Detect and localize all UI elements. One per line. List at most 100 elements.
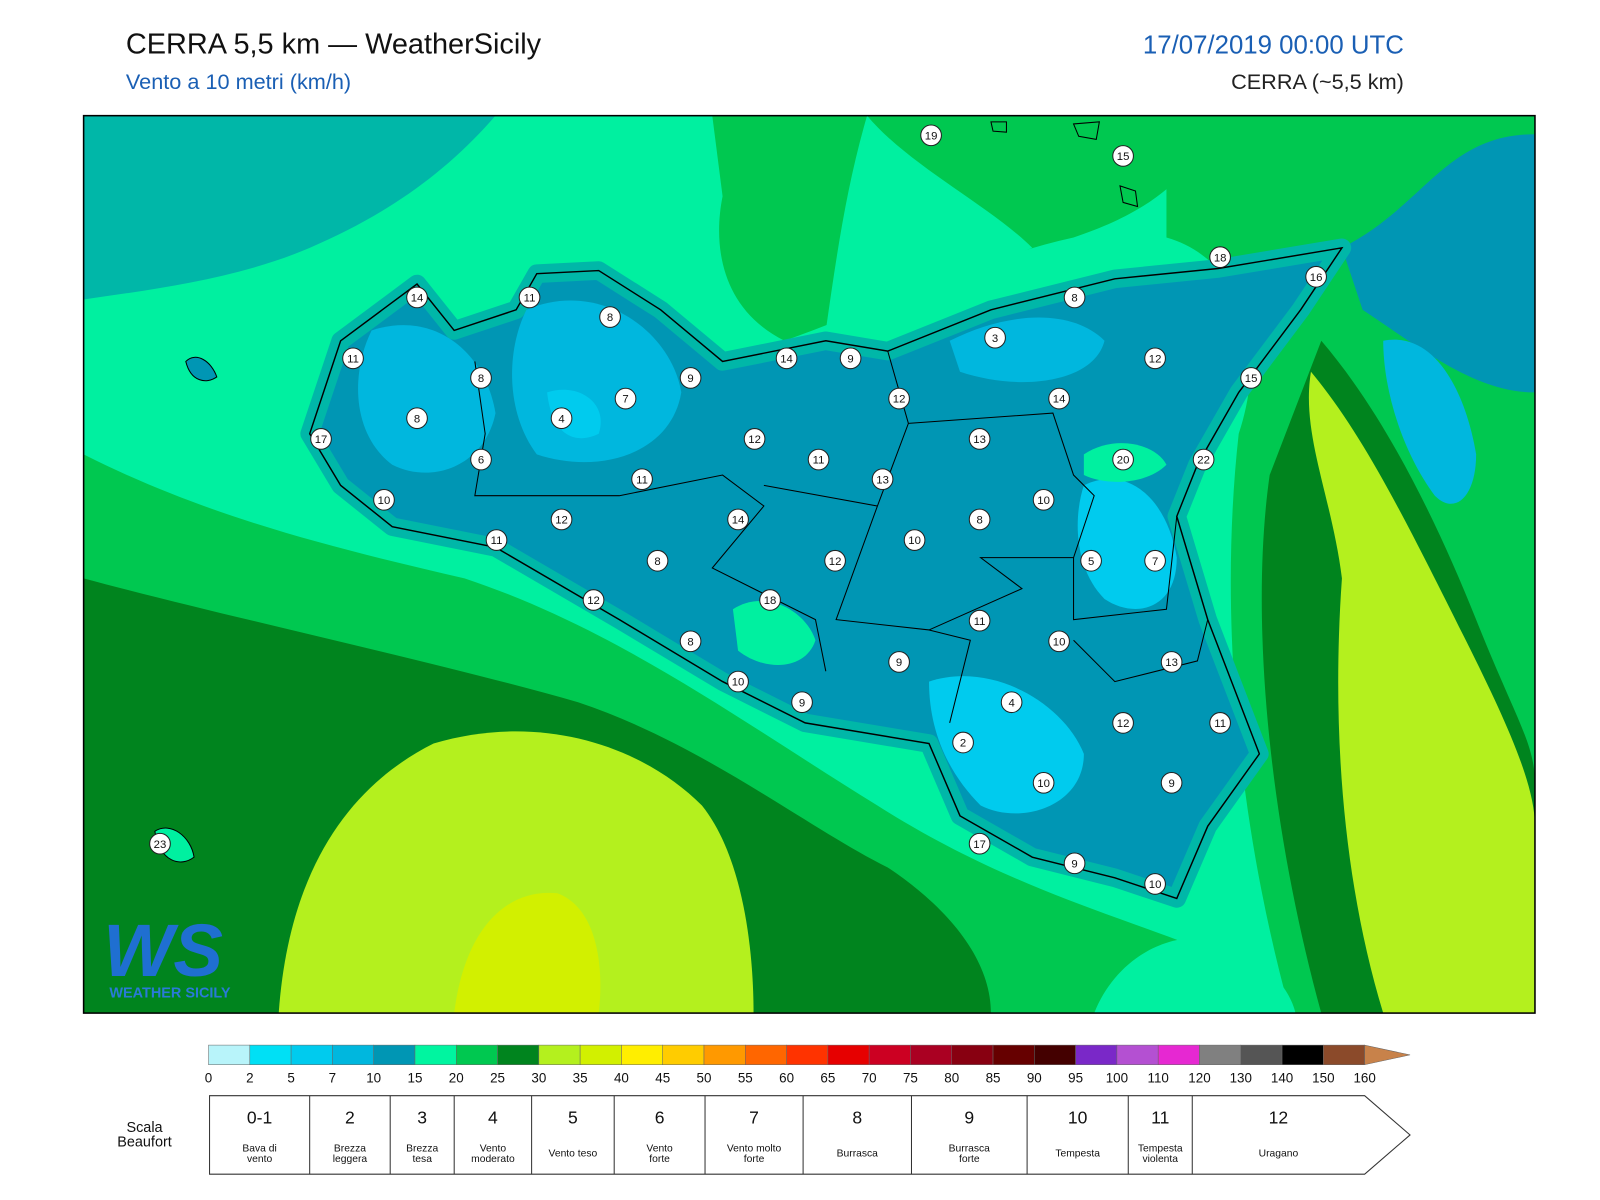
color-band <box>332 1044 374 1065</box>
station-marker <box>952 731 974 754</box>
color-band <box>868 1044 911 1065</box>
field-yellow-2 <box>454 892 601 1014</box>
field-yellow <box>278 731 754 1014</box>
beaufort-force: 11 <box>1151 1108 1169 1128</box>
beaufort-force: 8 <box>852 1108 862 1128</box>
beaufort-force: 5 <box>568 1108 578 1128</box>
station-value: 8 <box>478 373 484 385</box>
station-value: 10 <box>1037 778 1050 790</box>
station-marker <box>1160 771 1183 794</box>
station-value: 8 <box>687 636 693 648</box>
station-marker <box>888 651 910 673</box>
station-value: 14 <box>780 353 793 365</box>
beaufort-label: Uragano <box>1259 1149 1299 1160</box>
station-value: 14 <box>732 515 745 527</box>
station-marker <box>614 387 637 410</box>
station-value: 9 <box>687 373 693 385</box>
station-marker <box>968 508 991 531</box>
subtitle: Vento a 10 metri (km/h) <box>126 69 351 94</box>
station-value: 10 <box>908 535 921 547</box>
station-marker <box>1112 712 1134 734</box>
station-value: 20 <box>1117 455 1130 467</box>
station-value: 14 <box>1053 394 1066 406</box>
station-marker <box>839 347 862 370</box>
station-value: 9 <box>799 697 805 709</box>
color-arrow <box>1364 1044 1411 1066</box>
station-value: 12 <box>1149 353 1162 365</box>
colorbar-tick-label: 60 <box>779 1070 794 1085</box>
station-marker <box>470 448 492 471</box>
station-marker <box>968 609 991 632</box>
island <box>185 356 218 382</box>
beaufort-title: Beaufort <box>117 1134 172 1150</box>
station-value: 11 <box>491 535 503 547</box>
station-value: 2 <box>960 738 966 750</box>
station-marker <box>871 468 894 491</box>
station-marker <box>1144 347 1166 370</box>
station-marker <box>1209 246 1231 268</box>
station-value: 6 <box>478 455 484 467</box>
color-band <box>1323 1044 1365 1065</box>
station-value: 17 <box>973 839 986 851</box>
station-marker <box>1209 712 1231 734</box>
beaufort-label: Vento <box>480 1143 507 1154</box>
field-east-yellow <box>1308 371 1535 1014</box>
station-marker <box>743 428 766 450</box>
color-band <box>290 1044 333 1065</box>
color-band <box>1116 1044 1159 1065</box>
field-nw <box>83 115 496 300</box>
colorbar-tick-label: 15 <box>408 1070 423 1085</box>
station-value: 12 <box>829 556 842 568</box>
beaufort-force: 10 <box>1068 1108 1088 1128</box>
colorbar-tick-label: 25 <box>490 1070 505 1085</box>
station-marker <box>1144 549 1166 572</box>
station-marker <box>550 407 573 430</box>
color-band <box>208 1044 251 1065</box>
station-value: 9 <box>1071 858 1077 870</box>
station-value: 8 <box>976 515 982 527</box>
color-band <box>1075 1044 1118 1065</box>
logo-mark: WS <box>103 909 223 992</box>
station-marker <box>599 306 621 328</box>
station-value: 8 <box>414 413 420 425</box>
station-value: 3 <box>992 333 998 345</box>
beaufort-label: forte <box>649 1154 670 1165</box>
colorbar-tick-label: 40 <box>614 1070 629 1085</box>
station-marker <box>582 589 605 611</box>
colorbar-tick-label: 5 <box>287 1070 294 1085</box>
station-marker <box>888 387 910 410</box>
color-band <box>1199 1044 1242 1065</box>
color-band <box>1034 1044 1076 1065</box>
beaufort-label: moderato <box>471 1154 515 1165</box>
station-marker <box>485 529 508 551</box>
color-band <box>621 1044 663 1065</box>
station-marker <box>775 347 798 370</box>
colorbar-tick-label: 0 <box>205 1070 212 1085</box>
station-value: 8 <box>607 312 613 324</box>
colorbar-tick-label: 70 <box>862 1070 877 1085</box>
field-se <box>1094 937 1296 1014</box>
station-value: 11 <box>813 455 825 467</box>
color-band <box>1281 1044 1324 1065</box>
color-band <box>373 1044 416 1065</box>
station-value: 13 <box>1165 657 1178 669</box>
station-marker <box>968 832 991 855</box>
station-marker <box>1160 651 1183 673</box>
colorbar-tick-label: 35 <box>573 1070 588 1085</box>
beaufort-label: violenta <box>1142 1154 1178 1165</box>
station-value: 14 <box>411 293 424 305</box>
station-value: 13 <box>876 474 889 486</box>
station-marker <box>984 326 1006 349</box>
colorbar-tick-label: 50 <box>697 1070 712 1085</box>
station-value: 12 <box>748 434 761 446</box>
colorbar-tick-label: 120 <box>1188 1070 1210 1085</box>
station-value: 7 <box>622 394 628 406</box>
station-marker <box>903 529 926 551</box>
field-ne-2 <box>1383 339 1477 504</box>
beaufort-label: forte <box>744 1154 765 1165</box>
beaufort-label: Vento molto <box>727 1143 782 1154</box>
field-ne <box>1341 134 1535 393</box>
station-marker <box>310 428 332 450</box>
beaufort-force: 3 <box>417 1108 427 1128</box>
